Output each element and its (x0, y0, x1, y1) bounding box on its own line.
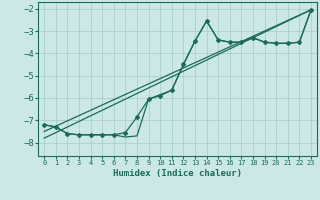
X-axis label: Humidex (Indice chaleur): Humidex (Indice chaleur) (113, 169, 242, 178)
